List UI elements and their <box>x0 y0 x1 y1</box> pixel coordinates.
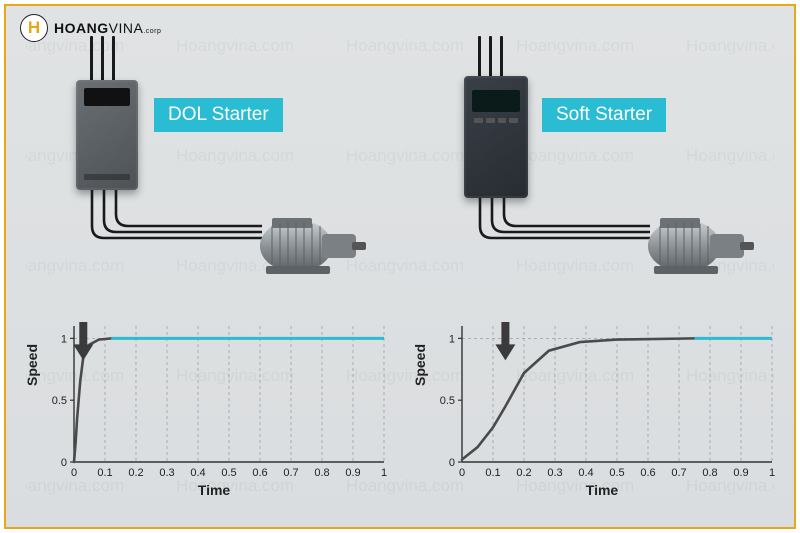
svg-text:1: 1 <box>381 467 387 479</box>
soft-starter-device-icon <box>464 76 528 198</box>
svg-text:1: 1 <box>61 333 67 345</box>
dol-starter-device-icon <box>76 80 138 190</box>
speed-chart-soft: Speed 00.10.20.30.40.50.60.70.80.9100.51… <box>424 316 780 496</box>
svg-text:0.9: 0.9 <box>345 467 360 479</box>
svg-text:0: 0 <box>459 467 465 479</box>
svg-text:0: 0 <box>61 457 67 469</box>
svg-text:0.4: 0.4 <box>190 467 205 479</box>
chart-xlabel: Time <box>36 482 392 498</box>
svg-text:0.6: 0.6 <box>640 467 655 479</box>
input-wires <box>478 36 503 78</box>
svg-text:1: 1 <box>769 467 775 479</box>
output-wires <box>468 190 658 260</box>
speed-chart-dol: Speed 00.10.20.30.40.50.60.70.80.9100.51… <box>36 316 392 496</box>
svg-text:0.5: 0.5 <box>52 395 67 407</box>
svg-text:0.5: 0.5 <box>440 395 455 407</box>
soft-label: Soft Starter <box>542 98 666 132</box>
svg-text:0.6: 0.6 <box>252 467 267 479</box>
panel-dol: DOL Starter <box>36 36 392 286</box>
svg-text:0.5: 0.5 <box>609 467 624 479</box>
svg-text:0: 0 <box>71 467 77 479</box>
dol-label: DOL Starter <box>154 98 283 132</box>
svg-text:0.8: 0.8 <box>702 467 717 479</box>
logo-text-thin: VINA <box>109 20 144 36</box>
svg-text:0.2: 0.2 <box>516 467 531 479</box>
logo-mark-icon: H <box>20 14 48 42</box>
frame: H HOANGVINA.corp Hoangvina.comHoangvina.… <box>4 4 796 529</box>
svg-text:0: 0 <box>449 457 455 469</box>
logo-text-corp: .corp <box>143 28 161 35</box>
svg-text:0.3: 0.3 <box>547 467 562 479</box>
chart-xlabel: Time <box>424 482 780 498</box>
svg-text:0.2: 0.2 <box>128 467 143 479</box>
svg-text:0.7: 0.7 <box>671 467 686 479</box>
output-wires <box>80 190 270 260</box>
svg-text:0.3: 0.3 <box>159 467 174 479</box>
svg-text:0.9: 0.9 <box>733 467 748 479</box>
panel-soft: Soft Starter <box>424 36 780 286</box>
svg-text:0.8: 0.8 <box>314 467 329 479</box>
svg-text:0.1: 0.1 <box>97 467 112 479</box>
svg-text:0.4: 0.4 <box>578 467 593 479</box>
brand-logo: H HOANGVINA.corp <box>20 14 161 42</box>
input-wires <box>90 36 115 82</box>
svg-text:0.1: 0.1 <box>485 467 500 479</box>
motor-icon <box>640 212 758 276</box>
motor-icon <box>252 212 370 276</box>
svg-text:1: 1 <box>449 333 455 345</box>
logo-text-main: HOANG <box>54 20 109 36</box>
logo-text: HOANGVINA.corp <box>54 20 161 36</box>
svg-text:0.5: 0.5 <box>221 467 236 479</box>
svg-text:0.7: 0.7 <box>283 467 298 479</box>
